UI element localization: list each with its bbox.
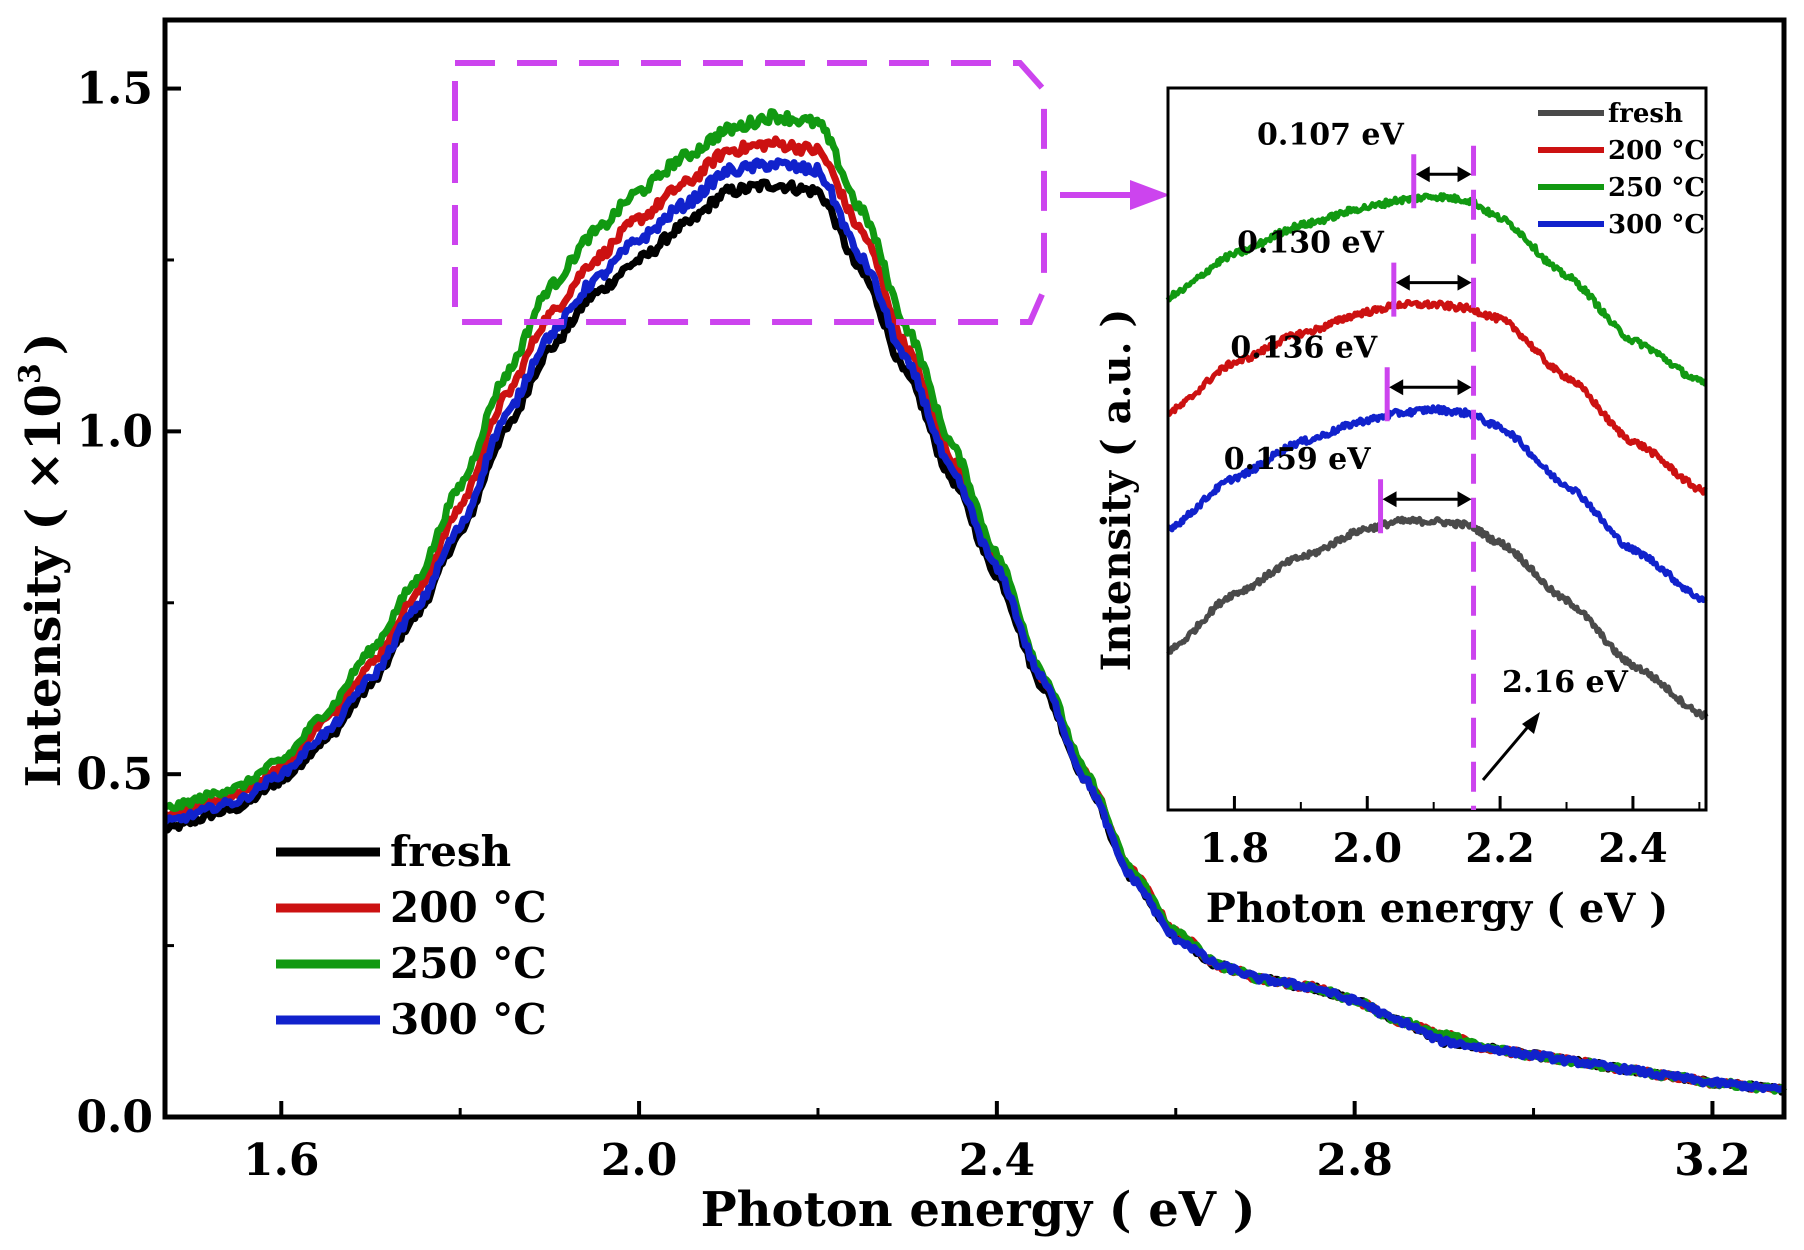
inset-series-line-3 [1166,404,1708,604]
main-chart: 1.6 2.0 2.4 2.8 3.2 0.0 0.5 1.0 1.5 Photon ener… [13,17,1788,1238]
inset-legend-label: 200 °C [1608,136,1705,166]
inset-x-tick-label: 2.2 [1465,825,1535,872]
main-x-tick-label: 1.6 [243,1135,320,1186]
shift-arrow-head-right [1457,379,1472,396]
inset-reference-pointer [1481,721,1534,781]
shift-label: 0.136 eV [1230,330,1377,365]
shift-arrow-head-right [1457,274,1472,291]
inset-series-line-2 [1165,192,1708,387]
inset-reference-pointer-head [1522,712,1540,734]
shift-label: 0.107 eV [1257,117,1404,152]
main-y-tick-label: 1.0 [76,406,153,457]
main-x-tick-label: 2.0 [601,1135,678,1186]
main-legend: fresh 200 °C 250 °C 300 °C [276,827,547,1044]
inset-series-line-0 [1166,515,1709,721]
main-y-tick-label: 0.5 [76,749,153,800]
main-legend-label: 200 °C [390,883,547,932]
main-plot-frame [162,17,1787,1120]
main-y-tick-label: 1.5 [76,64,153,115]
main-y-axis-title-end: ) [16,332,72,355]
inset-legend-label: fresh [1608,99,1683,129]
inset-x-tick-label: 2.0 [1332,825,1402,872]
inset-legend-label: 250 °C [1608,173,1705,203]
zoom-region-box [452,60,1047,325]
shift-arrow-head-left [1395,274,1410,291]
shift-arrow-head-left [1382,491,1397,508]
main-x-axis: 1.6 2.0 2.4 2.8 3.2 [243,1101,1751,1186]
main-x-tick-label: 2.4 [959,1135,1036,1186]
inset-series-line-1 [1166,299,1708,496]
inset-x-axis: 1.8 2.0 2.2 2.4 [1200,796,1701,872]
main-legend-label: fresh [390,827,511,876]
inset-y-axis-title: Intensity ( a.u. ) [1093,309,1140,672]
main-x-tick-label: 3.2 [1674,1135,1751,1186]
main-legend-label: 250 °C [390,939,547,988]
shift-label: 0.130 eV [1237,226,1384,261]
inset-series-group [1165,192,1709,721]
inset-plot-frame [1166,86,1708,812]
shift-arrow-head-left [1389,379,1404,396]
inset-background [1168,88,1706,810]
main-series-line-3 [162,157,1786,1094]
inset-legend: fresh 200 °C 250 °C 300 °C [1538,99,1705,240]
inset-x-axis-title: Photon energy ( eV ) [1206,885,1668,932]
shift-arrow-head-right [1457,166,1472,183]
inset-reference-label: 2.16 eV [1502,665,1629,700]
main-y-axis-title-sup: 3 [13,363,48,384]
inset-chart: 1.8 2.0 2.2 2.4 Photon energy ( eV ) Intens… [1093,86,1709,932]
main-y-tick-label: 0.0 [76,1092,153,1143]
shift-arrow-head-left [1415,166,1430,183]
shift-label: 0.159 eV [1224,442,1371,477]
shift-arrow-head-right [1457,491,1472,508]
inset-shift-annotations: 0.107 eV 0.130 eV 0.136 eV 0.159 eV [1224,117,1472,534]
main-y-axis: 0.0 0.5 1.0 1.5 [76,64,181,1143]
main-x-axis-title: Photon energy ( eV ) [701,1182,1256,1238]
inset-x-tick-label: 2.4 [1598,825,1668,872]
main-legend-label: 300 °C [390,995,547,1044]
inset-x-tick-label: 1.8 [1200,825,1270,872]
main-x-tick-label: 2.8 [1316,1135,1393,1186]
main-y-axis-title-main: Intensity ( ×10 [16,384,72,787]
main-series-group [162,108,1788,1096]
inset-reference-line: 2.16 eV [1471,145,1629,810]
zoom-arrow [1060,180,1170,210]
main-y-axis-title: Intensity ( ×103) [13,332,72,787]
inset-legend-label: 300 °C [1608,210,1705,240]
